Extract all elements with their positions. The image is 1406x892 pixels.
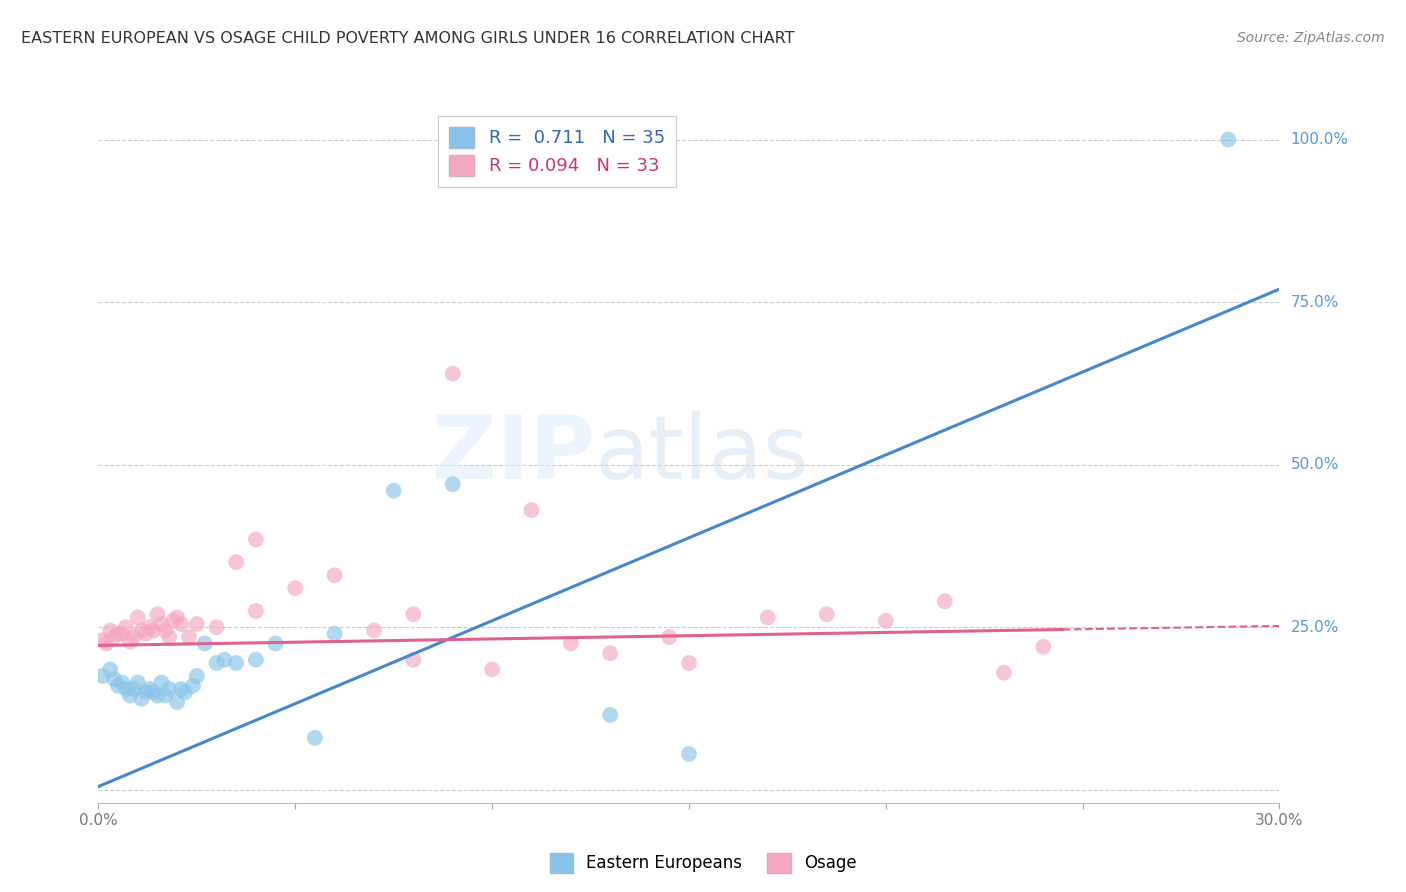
Point <box>170 681 193 696</box>
Point <box>127 675 149 690</box>
Point <box>875 614 897 628</box>
Point <box>599 708 621 723</box>
Text: ZIP: ZIP <box>432 411 595 499</box>
Point <box>225 656 247 670</box>
Point <box>225 555 247 569</box>
Point <box>304 731 326 745</box>
Point <box>174 685 197 699</box>
Point <box>111 626 134 640</box>
Point <box>96 636 118 650</box>
Point <box>146 607 169 622</box>
Point <box>166 695 188 709</box>
Point <box>166 610 188 624</box>
Point <box>756 610 779 624</box>
Text: atlas: atlas <box>595 411 810 499</box>
Point <box>481 663 503 677</box>
Point <box>678 656 700 670</box>
Point <box>150 675 173 690</box>
Point <box>245 604 267 618</box>
Point <box>138 620 160 634</box>
Point <box>157 630 180 644</box>
Point <box>323 626 346 640</box>
Point <box>520 503 543 517</box>
Point <box>115 620 138 634</box>
Point <box>122 630 145 644</box>
Point <box>993 665 1015 680</box>
Point <box>245 533 267 547</box>
Point <box>323 568 346 582</box>
Point <box>155 624 177 638</box>
Point <box>264 636 287 650</box>
Point <box>441 367 464 381</box>
Point <box>245 653 267 667</box>
Point <box>107 679 129 693</box>
Text: EASTERN EUROPEAN VS OSAGE CHILD POVERTY AMONG GIRLS UNDER 16 CORRELATION CHART: EASTERN EUROPEAN VS OSAGE CHILD POVERTY … <box>21 31 794 46</box>
Point <box>138 681 160 696</box>
Point <box>205 656 228 670</box>
Point <box>815 607 838 622</box>
Point <box>107 626 129 640</box>
Text: 50.0%: 50.0% <box>1291 458 1339 472</box>
Point <box>91 669 114 683</box>
Point <box>1218 132 1240 146</box>
Legend: R =  0.711   N = 35, R = 0.094   N = 33: R = 0.711 N = 35, R = 0.094 N = 33 <box>439 116 676 186</box>
Point <box>181 679 204 693</box>
Point <box>658 630 681 644</box>
Point <box>363 624 385 638</box>
Point <box>122 681 145 696</box>
Point <box>214 653 236 667</box>
Point <box>186 669 208 683</box>
Point <box>934 594 956 608</box>
Point <box>98 663 121 677</box>
Point <box>560 636 582 650</box>
Point <box>177 630 200 644</box>
Legend: Eastern Europeans, Osage: Eastern Europeans, Osage <box>543 847 863 880</box>
Point <box>111 675 134 690</box>
Point <box>678 747 700 761</box>
Point <box>135 685 157 699</box>
Point <box>157 681 180 696</box>
Point <box>382 483 405 498</box>
Point <box>170 617 193 632</box>
Point <box>98 624 121 638</box>
Text: 75.0%: 75.0% <box>1291 294 1339 310</box>
Text: 25.0%: 25.0% <box>1291 620 1339 635</box>
Point <box>135 626 157 640</box>
Text: Source: ZipAtlas.com: Source: ZipAtlas.com <box>1237 31 1385 45</box>
Point <box>186 617 208 632</box>
Point <box>103 630 125 644</box>
Point <box>127 610 149 624</box>
Point <box>115 681 138 696</box>
Point <box>284 581 307 595</box>
Point <box>205 620 228 634</box>
Point <box>118 689 141 703</box>
Point <box>150 617 173 632</box>
Point <box>1032 640 1054 654</box>
Text: 100.0%: 100.0% <box>1291 132 1348 147</box>
Point <box>441 477 464 491</box>
Point <box>402 653 425 667</box>
Point <box>118 634 141 648</box>
Point <box>162 614 184 628</box>
Point <box>402 607 425 622</box>
Point <box>155 689 177 703</box>
Point <box>142 685 165 699</box>
Point <box>131 624 153 638</box>
Point <box>194 636 217 650</box>
Point <box>146 689 169 703</box>
Point <box>103 672 125 686</box>
Point <box>91 633 114 648</box>
Point <box>142 624 165 638</box>
Point <box>131 691 153 706</box>
Point <box>599 646 621 660</box>
